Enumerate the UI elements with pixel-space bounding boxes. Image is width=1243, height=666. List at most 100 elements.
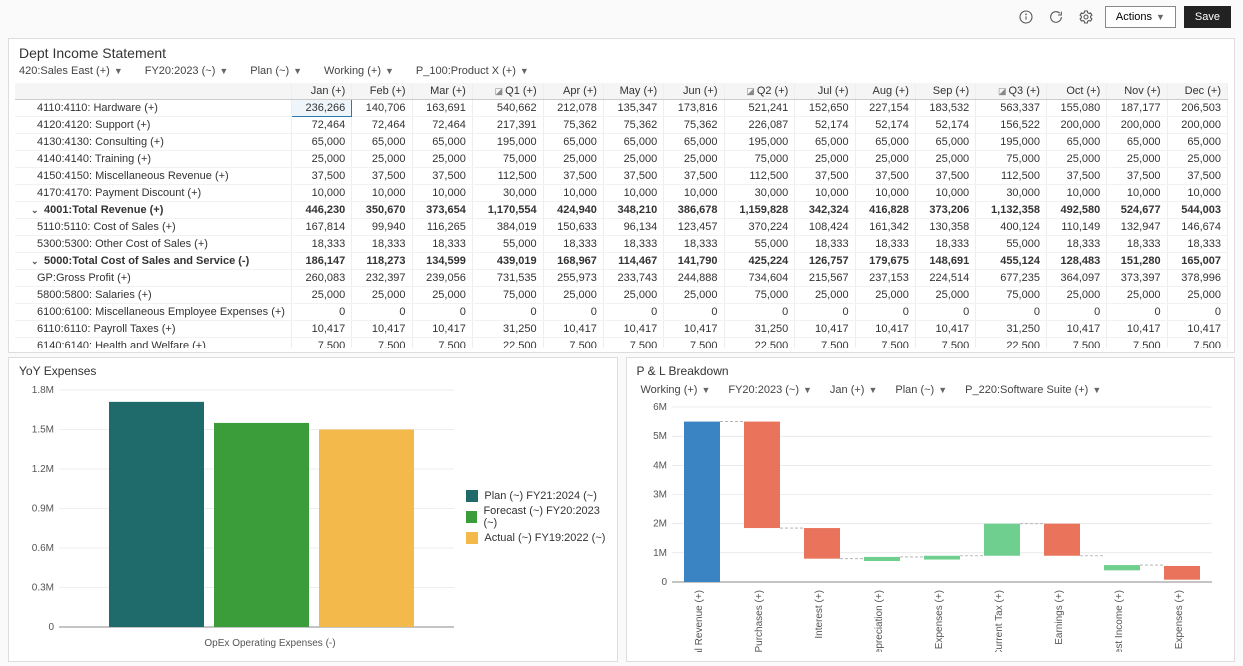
cell[interactable]: 1,159,828 <box>724 202 795 219</box>
cell[interactable]: 75,000 <box>724 287 795 304</box>
cell[interactable]: 165,007 <box>1167 253 1227 270</box>
cell[interactable]: 524,677 <box>1107 202 1167 219</box>
cell[interactable]: 10,417 <box>352 321 412 338</box>
cell[interactable]: 195,000 <box>724 134 795 151</box>
cell[interactable]: 65,000 <box>1107 134 1167 151</box>
cell[interactable]: 0 <box>472 304 543 321</box>
cell[interactable]: 7,500 <box>1107 338 1167 349</box>
column-header[interactable]: ◪Q1 (+) <box>472 83 543 100</box>
cell[interactable]: 152,650 <box>795 100 855 117</box>
cell[interactable]: 25,000 <box>855 151 915 168</box>
cell[interactable]: 75,362 <box>603 117 663 134</box>
column-header[interactable]: Apr (+) <box>543 83 603 100</box>
cell[interactable]: 25,000 <box>352 287 412 304</box>
cell[interactable]: 239,056 <box>412 270 472 287</box>
cell[interactable]: 65,000 <box>603 134 663 151</box>
cell[interactable]: 65,000 <box>915 134 975 151</box>
cell[interactable]: 37,500 <box>352 168 412 185</box>
cell[interactable]: 134,599 <box>412 253 472 270</box>
cell[interactable]: 492,580 <box>1046 202 1106 219</box>
cell[interactable]: 10,417 <box>1046 321 1106 338</box>
row-label[interactable]: 5300:5300: Other Cost of Sales (+) <box>15 236 291 253</box>
cell[interactable]: 384,019 <box>472 219 543 236</box>
cell[interactable]: 424,940 <box>543 202 603 219</box>
cell[interactable]: 108,424 <box>795 219 855 236</box>
cell[interactable]: 10,417 <box>795 321 855 338</box>
filter-dropdown[interactable]: FY20:2023 (~)▼ <box>728 384 812 396</box>
cell[interactable]: 348,210 <box>603 202 663 219</box>
cell[interactable]: 200,000 <box>1046 117 1106 134</box>
cell[interactable]: 75,000 <box>976 287 1047 304</box>
cell[interactable]: 18,333 <box>795 236 855 253</box>
cell[interactable]: 167,814 <box>291 219 351 236</box>
cell[interactable]: 10,000 <box>1167 185 1227 202</box>
column-header[interactable]: ◪Q3 (+) <box>976 83 1047 100</box>
filter-dropdown[interactable]: Working (+)▼ <box>324 65 394 77</box>
cell[interactable]: 148,691 <box>915 253 975 270</box>
cell[interactable]: 112,500 <box>472 168 543 185</box>
cell[interactable]: 25,000 <box>603 287 663 304</box>
cell[interactable]: 31,250 <box>976 321 1047 338</box>
cell[interactable]: 25,000 <box>1167 287 1227 304</box>
cell[interactable]: 10,000 <box>795 185 855 202</box>
cell[interactable]: 22,500 <box>724 338 795 349</box>
cell[interactable]: 72,464 <box>352 117 412 134</box>
column-header[interactable]: Oct (+) <box>1046 83 1106 100</box>
column-header[interactable]: ◪Q2 (+) <box>724 83 795 100</box>
cell[interactable]: 7,500 <box>352 338 412 349</box>
cell[interactable]: 25,000 <box>603 151 663 168</box>
cell[interactable]: 99,940 <box>352 219 412 236</box>
cell[interactable]: 10,000 <box>603 185 663 202</box>
cell[interactable]: 25,000 <box>291 287 351 304</box>
column-header[interactable] <box>15 83 291 100</box>
cell[interactable]: 18,333 <box>603 236 663 253</box>
cell[interactable]: 25,000 <box>664 287 724 304</box>
cell[interactable]: 18,333 <box>1046 236 1106 253</box>
cell[interactable]: 163,691 <box>412 100 472 117</box>
cell[interactable]: 18,333 <box>915 236 975 253</box>
cell[interactable]: 31,250 <box>472 321 543 338</box>
cell[interactable]: 140,706 <box>352 100 412 117</box>
cell[interactable]: 10,417 <box>603 321 663 338</box>
cell[interactable]: 65,000 <box>352 134 412 151</box>
column-header[interactable]: Jan (+) <box>291 83 351 100</box>
cell[interactable]: 65,000 <box>855 134 915 151</box>
cell[interactable]: 75,000 <box>472 151 543 168</box>
cell[interactable]: 22,500 <box>472 338 543 349</box>
cell[interactable]: 25,000 <box>291 151 351 168</box>
cell[interactable]: 370,224 <box>724 219 795 236</box>
cell[interactable]: 65,000 <box>1167 134 1227 151</box>
cell[interactable]: 10,417 <box>291 321 351 338</box>
cell[interactable]: 37,500 <box>543 168 603 185</box>
cell[interactable]: 0 <box>352 304 412 321</box>
cell[interactable]: 123,457 <box>664 219 724 236</box>
cell[interactable]: 0 <box>1107 304 1167 321</box>
cell[interactable]: 52,174 <box>915 117 975 134</box>
cell[interactable]: 224,514 <box>915 270 975 287</box>
cell[interactable]: 10,000 <box>352 185 412 202</box>
cell[interactable]: 342,324 <box>795 202 855 219</box>
cell[interactable]: 135,347 <box>603 100 663 117</box>
cell[interactable]: 373,206 <box>915 202 975 219</box>
cell[interactable]: 227,154 <box>855 100 915 117</box>
column-header[interactable]: Jun (+) <box>664 83 724 100</box>
cell[interactable]: 37,500 <box>664 168 724 185</box>
cell[interactable]: 0 <box>1167 304 1227 321</box>
cell[interactable]: 52,174 <box>855 117 915 134</box>
cell[interactable]: 233,743 <box>603 270 663 287</box>
cell[interactable]: 37,500 <box>1046 168 1106 185</box>
cell[interactable]: 0 <box>795 304 855 321</box>
cell[interactable]: 0 <box>855 304 915 321</box>
cell[interactable]: 10,417 <box>1167 321 1227 338</box>
column-header[interactable]: Mar (+) <box>412 83 472 100</box>
cell[interactable]: 112,500 <box>724 168 795 185</box>
row-label[interactable]: 4140:4140: Training (+) <box>15 151 291 168</box>
row-label[interactable]: 4150:4150: Miscellaneous Revenue (+) <box>15 168 291 185</box>
cell[interactable]: 1,170,554 <box>472 202 543 219</box>
cell[interactable]: 7,500 <box>915 338 975 349</box>
cell[interactable]: 183,532 <box>915 100 975 117</box>
cell[interactable]: 110,149 <box>1046 219 1106 236</box>
cell[interactable]: 75,000 <box>976 151 1047 168</box>
cell[interactable]: 521,241 <box>724 100 795 117</box>
cell[interactable]: 65,000 <box>291 134 351 151</box>
